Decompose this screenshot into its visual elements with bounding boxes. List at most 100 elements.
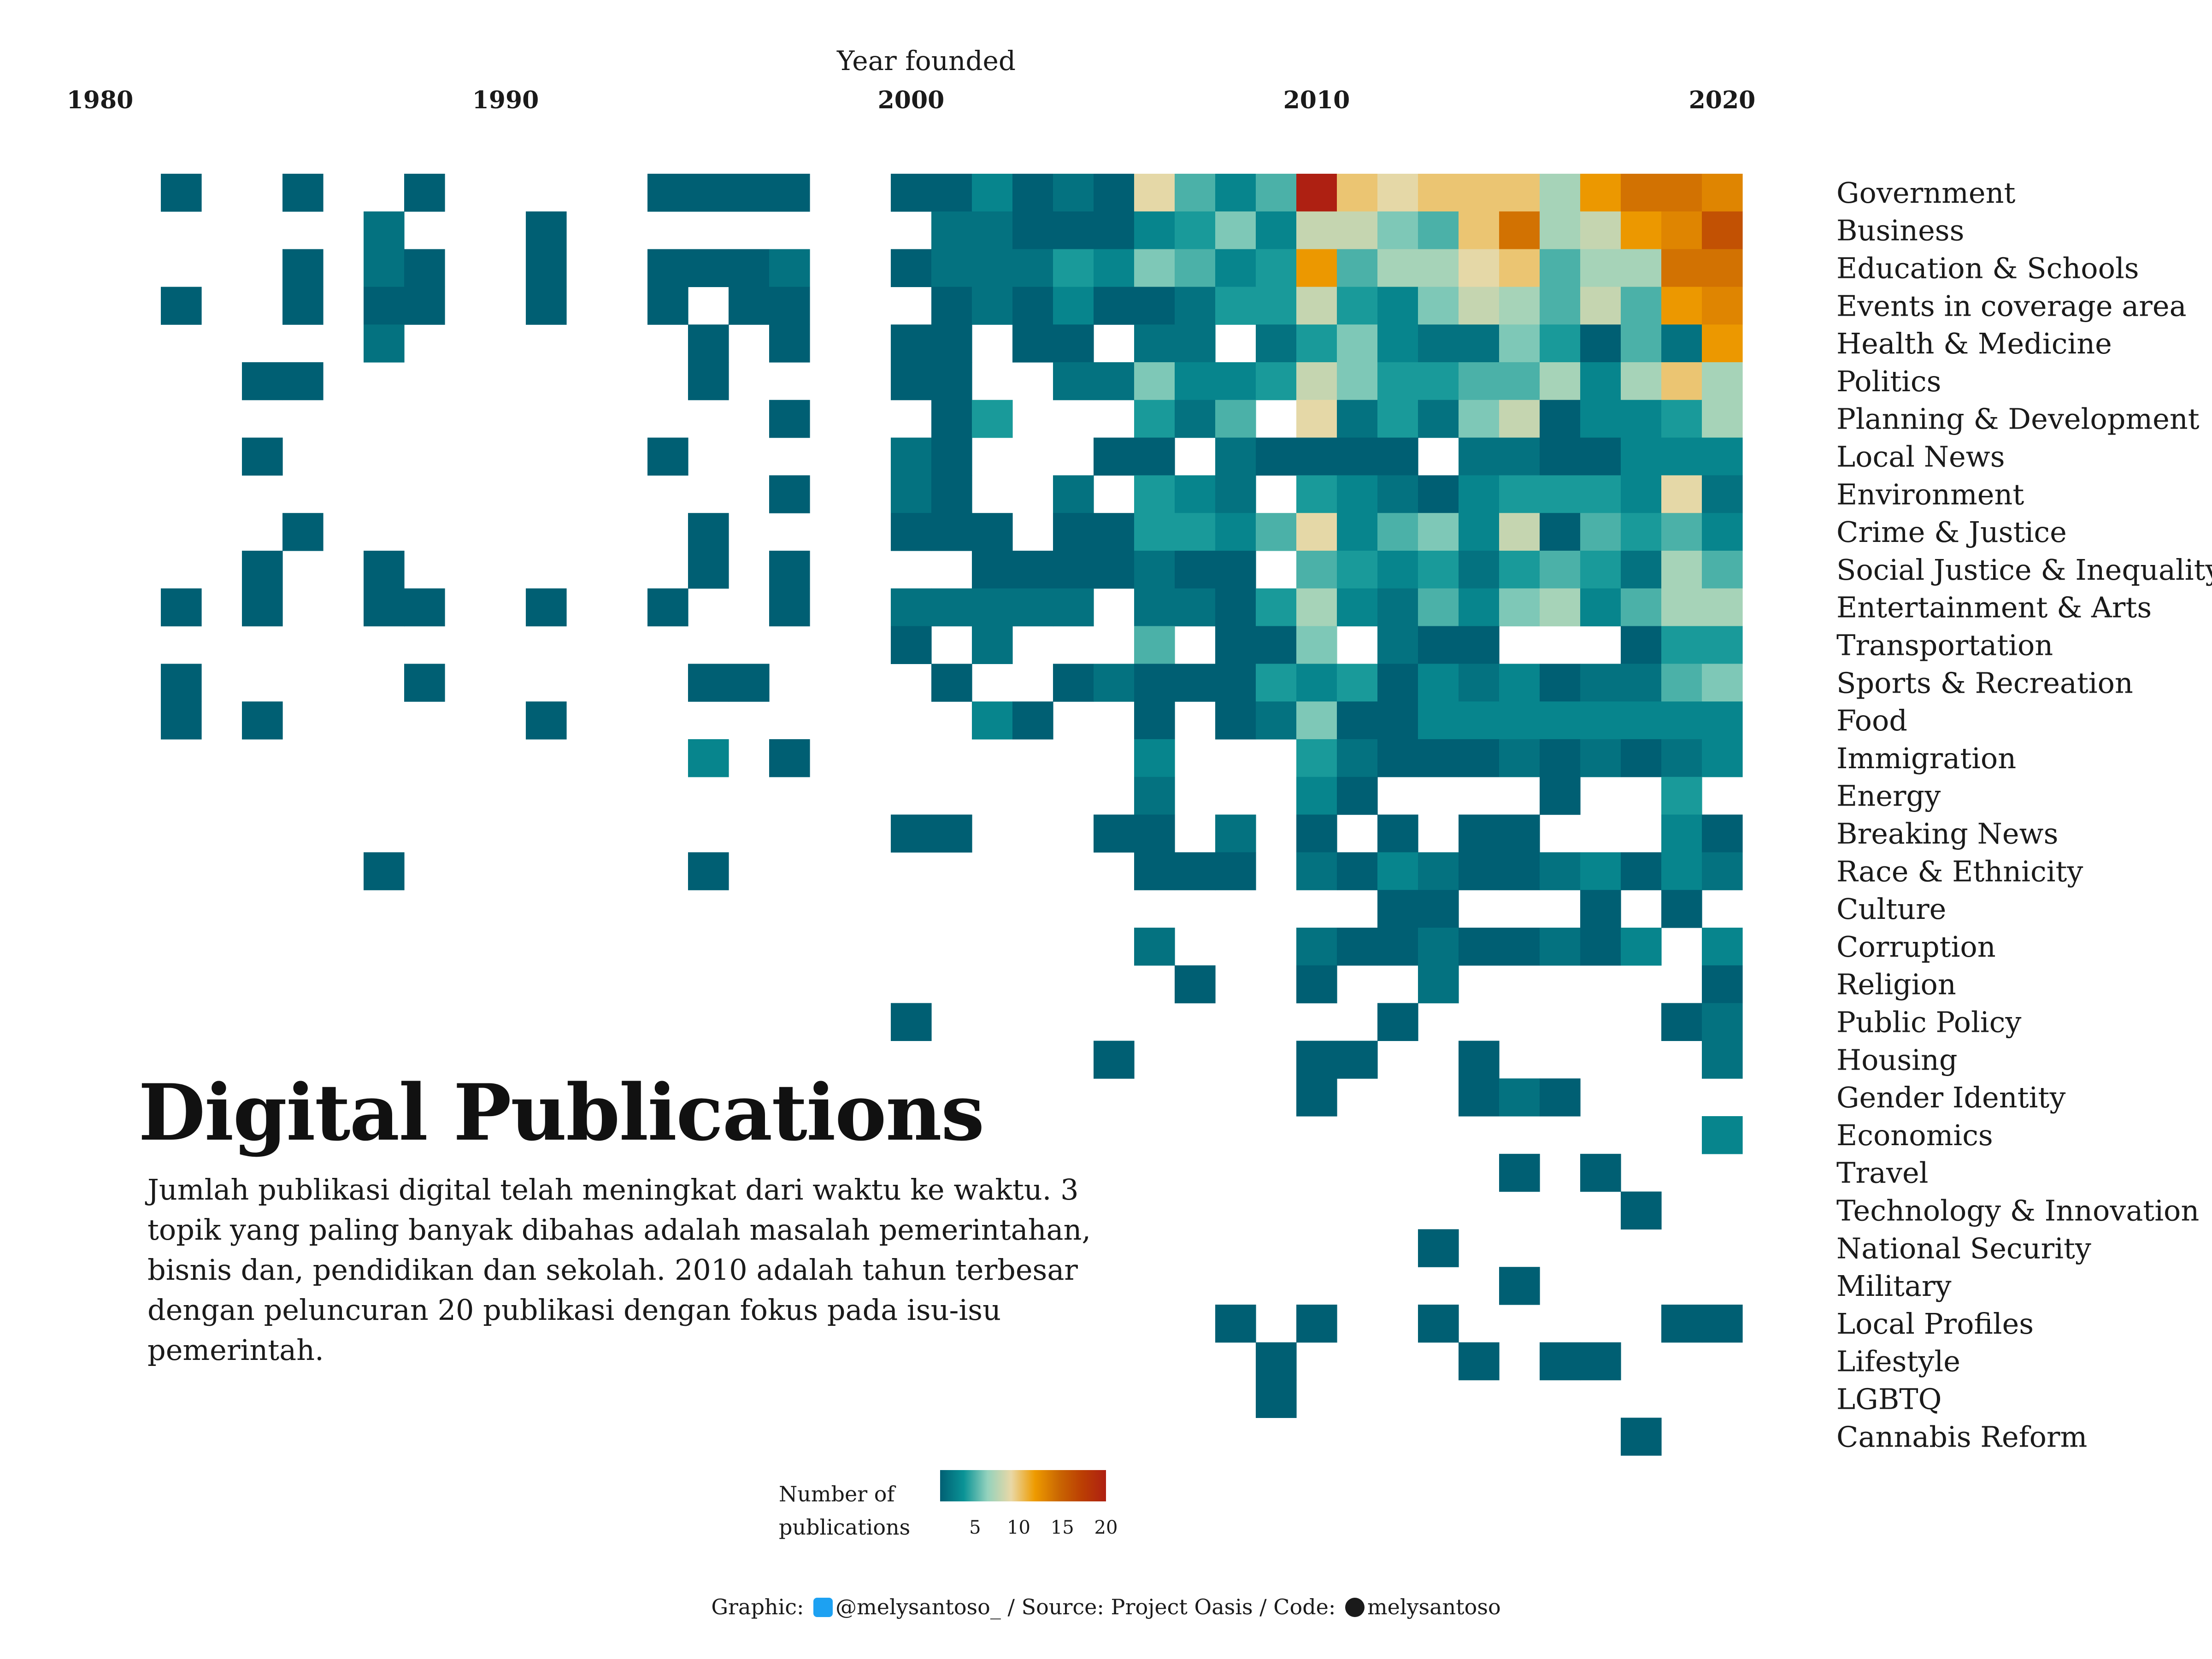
- heatmap-cell: [1418, 852, 1459, 890]
- heatmap-cell: [1621, 475, 1662, 513]
- heatmap-cell: [1256, 701, 1297, 740]
- heatmap-cell: [242, 551, 283, 589]
- heatmap-cell: [1296, 626, 1337, 664]
- heatmap-cell: [1459, 324, 1500, 363]
- heatmap-cell: [1296, 400, 1337, 438]
- heatmap-cell: [1296, 1041, 1337, 1079]
- heatmap-cell: [1580, 475, 1621, 513]
- heatmap-cell: [1540, 739, 1581, 777]
- heatmap-cell: [688, 664, 729, 702]
- heatmap-cell: [1094, 437, 1135, 476]
- heatmap-cell: [1175, 249, 1216, 287]
- heatmap-cell: [1418, 739, 1459, 777]
- heatmap-cell: [972, 400, 1013, 438]
- heatmap-cell: [364, 211, 405, 250]
- heatmap-cell: [1215, 1305, 1256, 1343]
- heatmap-cell: [1215, 626, 1256, 664]
- legend-tick-label: 10: [1007, 1517, 1030, 1538]
- heatmap-cell: [1215, 362, 1256, 400]
- heatmap-cell: [1580, 1153, 1621, 1192]
- heatmap-cell: [242, 362, 283, 400]
- heatmap-cell: [891, 475, 932, 513]
- heatmap-cell: [729, 174, 770, 212]
- legend-tick-label: 20: [1094, 1517, 1118, 1538]
- heatmap-cell: [1499, 174, 1540, 212]
- heatmap-cell: [1540, 928, 1581, 966]
- heatmap-cell: [1459, 362, 1500, 400]
- heatmap-cell: [1175, 475, 1216, 513]
- heatmap-cell: [1012, 287, 1053, 325]
- heatmap-cell: [1337, 928, 1378, 966]
- heatmap-cell: [1580, 890, 1621, 928]
- heatmap-cell: [931, 437, 972, 476]
- heatmap-cell: [1621, 551, 1662, 589]
- heatmap-cell: [1661, 626, 1702, 664]
- heatmap-cell: [1540, 362, 1581, 400]
- heatmap-cell: [1377, 249, 1418, 287]
- heatmap-cell: [1661, 437, 1702, 476]
- heatmap-cell: [1256, 588, 1297, 627]
- heatmap-cell: [1499, 664, 1540, 702]
- heatmap-cell: [1215, 814, 1256, 853]
- heatmap-cell: [1499, 739, 1540, 777]
- heatmap-cell: [1499, 249, 1540, 287]
- heatmap-cell: [1256, 1342, 1297, 1381]
- heatmap-cell: [1580, 1342, 1621, 1381]
- heatmap-cell: [931, 664, 972, 702]
- heatmap-cell: [1337, 513, 1378, 551]
- heatmap-cell: [769, 174, 810, 212]
- heatmap-cell: [1337, 777, 1378, 815]
- heatmap-cell: [1540, 513, 1581, 551]
- chart-subtitle: Jumlah publikasi digital telah meningkat…: [147, 1173, 1091, 1367]
- heatmap-cell: [1418, 174, 1459, 212]
- heatmap-cell: [1580, 551, 1621, 589]
- heatmap-cell: [647, 249, 688, 287]
- heatmap-cell: [161, 701, 202, 740]
- topic-label: Culture: [1836, 892, 1946, 926]
- heatmap-cell: [1418, 701, 1459, 740]
- heatmap-cell: [1580, 249, 1621, 287]
- heatmap-cell: [1661, 211, 1702, 250]
- heatmap-cell: [931, 475, 972, 513]
- heatmap-cell: [769, 287, 810, 325]
- topic-label: Social Justice & Inequality: [1836, 553, 2212, 587]
- heatmap-cell: [769, 588, 810, 627]
- heatmap-cell: [1661, 890, 1702, 928]
- heatmap-cell: [1702, 513, 1743, 551]
- heatmap-cell: [1215, 551, 1256, 589]
- heatmap-cell: [1540, 475, 1581, 513]
- heatmap-cell: [1215, 852, 1256, 890]
- heatmap-cell: [1661, 1305, 1702, 1343]
- heatmap-cell: [1377, 174, 1418, 212]
- heatmap-cell: [1256, 626, 1297, 664]
- heatmap-cell: [1702, 1116, 1743, 1154]
- heatmap-cell: [1337, 400, 1378, 438]
- heatmap-cell: [1053, 249, 1094, 287]
- heatmap-cell: [1053, 174, 1094, 212]
- heatmap-cell: [688, 362, 729, 400]
- heatmap-cell: [1702, 739, 1743, 777]
- heatmap-cell: [1540, 324, 1581, 363]
- heatmap-cell: [1215, 664, 1256, 702]
- heatmap-cell: [1702, 400, 1743, 438]
- heatmap-cell: [1702, 928, 1743, 966]
- heatmap-cell: [1377, 475, 1418, 513]
- heatmap-cell: [1661, 362, 1702, 400]
- caption-github-user[interactable]: melysantoso: [1367, 1594, 1501, 1619]
- heatmap-cell: [891, 626, 932, 664]
- heatmap-cell: [1621, 1418, 1662, 1456]
- heatmap-cell: [1012, 324, 1053, 363]
- heatmap-cell: [1215, 475, 1256, 513]
- heatmap-cell: [1134, 324, 1175, 363]
- heatmap-cell: [1499, 1153, 1540, 1192]
- heatmap-cell: [1499, 513, 1540, 551]
- heatmap-cell: [1580, 513, 1621, 551]
- heatmap-cell: [1621, 287, 1662, 325]
- heatmap-cell: [1580, 739, 1621, 777]
- heatmap-cell: [1337, 1041, 1378, 1079]
- topic-label: Health & Medicine: [1836, 327, 2112, 360]
- heatmap-cell: [1134, 475, 1175, 513]
- heatmap-cell: [1621, 928, 1662, 966]
- heatmap-cell: [1702, 965, 1743, 1004]
